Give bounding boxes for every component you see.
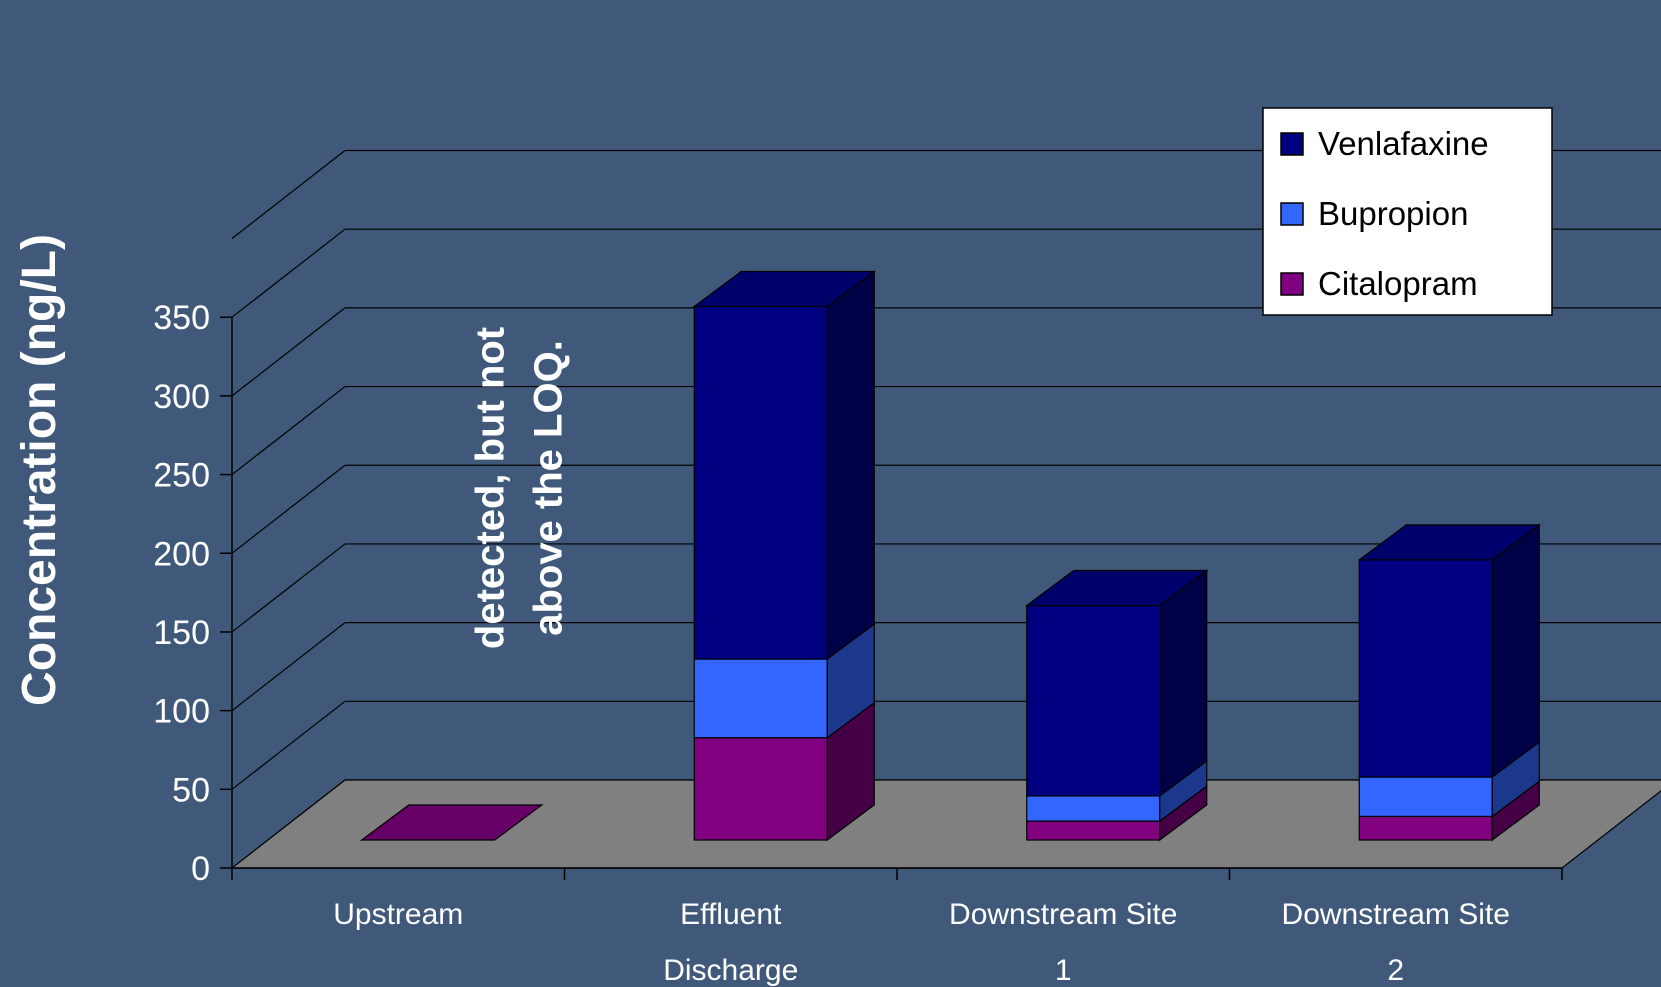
annotation-line: above the LOQ.: [526, 340, 570, 636]
bar-venlafaxine: [1358, 559, 1493, 778]
legend-swatch-venlafaxine: [1280, 132, 1304, 156]
annotation-line: detected, but not: [468, 327, 512, 649]
bar-venlafaxine-side: [1159, 569, 1208, 798]
y-tick-label: 300: [153, 378, 210, 416]
bar-bupropion: [1026, 795, 1161, 822]
y-tick-label: 100: [153, 693, 210, 731]
grid-diagonal: [231, 150, 346, 239]
grid-diagonal: [231, 700, 346, 790]
x-tick-label: Downstream Site: [1282, 898, 1510, 931]
legend: Venlafaxine Bupropion Citalopram: [1262, 107, 1553, 316]
grid-diagonal: [231, 543, 346, 633]
annotation: detected, but not above the LOQ.: [468, 327, 570, 649]
y-tick-label: 200: [153, 535, 210, 573]
x-tick-label: 2: [1387, 954, 1404, 987]
legend-label-venlafaxine: Venlafaxine: [1318, 125, 1489, 162]
bar-top: [692, 270, 877, 308]
y-tick-label: 150: [153, 614, 210, 652]
y-tick-label: 350: [153, 299, 210, 337]
y-tick-label: 0: [191, 850, 210, 888]
bar-citalopram: [693, 737, 828, 841]
bars-layer: [359, 270, 1542, 842]
legend-swatch-citalopram: [1280, 272, 1304, 296]
bar-bupropion: [1358, 776, 1493, 817]
legend-label-citalopram: Citalopram: [1318, 265, 1478, 302]
legend-swatch-bupropion: [1280, 202, 1304, 226]
bar-top: [1357, 524, 1542, 561]
bar-citalopram: [1358, 815, 1493, 841]
grid-diagonal: [231, 386, 346, 476]
bar-venlafaxine: [1026, 604, 1161, 797]
y-axis-title: Concentration (ng/L): [13, 234, 66, 706]
x-tick-label: Downstream Site: [949, 898, 1177, 931]
x-tick-label: Effluent: [680, 898, 782, 931]
legend-label-bupropion: Bupropion: [1318, 195, 1468, 232]
grid-diagonal: [231, 307, 346, 397]
grid-diagonal: [231, 228, 346, 318]
y-tick-label: 250: [153, 457, 210, 495]
x-tick-label: 1: [1055, 954, 1072, 987]
x-tick-label: Discharge: [663, 954, 798, 987]
bar-venlafaxine-side: [826, 270, 875, 661]
bar-zero-citalopram: [359, 804, 544, 841]
bar-venlafaxine: [693, 305, 828, 660]
bar-top: [1024, 569, 1209, 607]
axis-layer: 0 50 100 150 200 250 300 350 Upstream Effluent Dis…: [153, 299, 1563, 987]
bar-citalopram: [1026, 820, 1161, 841]
grid-diagonal: [231, 464, 346, 554]
y-tick-label: 50: [172, 771, 210, 809]
grid-diagonal: [231, 622, 346, 712]
bar-bupropion: [693, 658, 828, 739]
x-tick-label: Upstream: [333, 898, 463, 931]
legend-box: [1262, 107, 1553, 316]
bar-venlafaxine-side: [1491, 523, 1540, 779]
